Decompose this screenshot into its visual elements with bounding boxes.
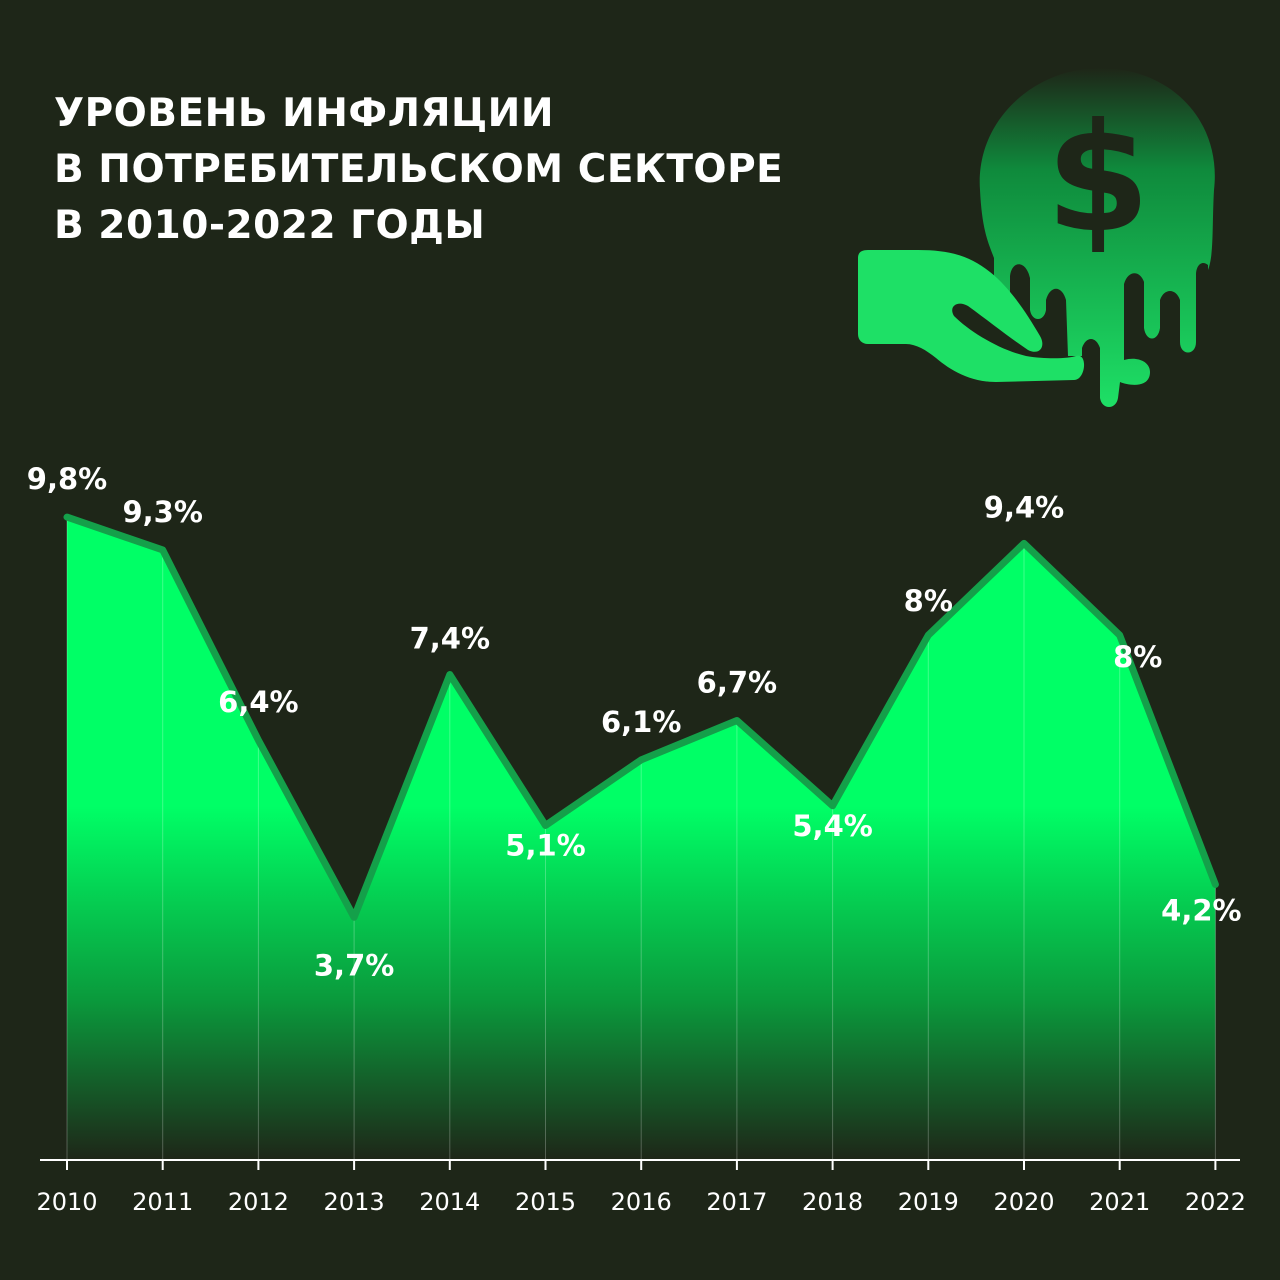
hand-with-melting-dollar-coin-icon: $	[858, 68, 1215, 407]
vertical-grid-overlay	[66, 517, 1216, 1160]
series-line	[63, 513, 1219, 921]
data-label-2016: 6,1%	[601, 705, 681, 739]
data-label-2013: 3,7%	[314, 948, 394, 982]
data-label-2022: 4,2%	[1161, 893, 1241, 927]
hand-shape	[858, 250, 1085, 382]
title-line-2: В ПОТРЕБИТЕЛЬСКОМ СЕКТОРЕ	[54, 147, 784, 192]
x-tick-label-2018: 2018	[802, 1188, 863, 1216]
x-axis-ticks: 2010 2011 2012 2013 2014 2015 2016 2017 2018 2019…	[36, 1160, 1246, 1216]
x-tick-label-2019: 2019	[898, 1188, 959, 1216]
data-label-2015: 5,1%	[505, 828, 585, 862]
data-label-2018: 5,4%	[792, 809, 872, 843]
title-line-1: УРОВЕНЬ ИНФЛЯЦИИ	[54, 91, 554, 136]
dollar-sign-icon: $	[1046, 92, 1150, 266]
area-fill	[67, 517, 1216, 1160]
melting-coin-shape	[979, 68, 1215, 407]
data-label-2014: 7,4%	[410, 622, 490, 656]
data-label-2017: 6,7%	[697, 665, 777, 699]
x-tick-label-2015: 2015	[515, 1188, 576, 1216]
chart-title: УРОВЕНЬ ИНФЛЯЦИИ В ПОТРЕБИТЕЛЬСКОМ СЕКТО…	[54, 86, 783, 254]
data-label-2012: 6,4%	[218, 685, 298, 719]
data-labels: 9,8% 9,3% 6,4% 3,7% 7,4% 5,1% 6,1% 6,7% 5,4% 8% 9,…	[27, 462, 1242, 982]
x-tick-label-2012: 2012	[228, 1188, 289, 1216]
data-label-2011: 9,3%	[122, 495, 202, 529]
x-tick-label-2017: 2017	[706, 1188, 767, 1216]
data-label-2010: 9,8%	[27, 462, 107, 496]
x-tick-label-2016: 2016	[611, 1188, 672, 1216]
x-tick-label-2013: 2013	[324, 1188, 385, 1216]
data-label-2021: 8%	[1113, 640, 1162, 674]
title-line-3: В 2010-2022 ГОДЫ	[54, 203, 486, 248]
x-tick-label-2022: 2022	[1185, 1188, 1246, 1216]
x-tick-label-2011: 2011	[132, 1188, 193, 1216]
x-tick-label-2014: 2014	[419, 1188, 480, 1216]
data-label-2019: 8%	[904, 584, 953, 618]
x-tick-label-2020: 2020	[993, 1188, 1054, 1216]
data-label-2020: 9,4%	[984, 490, 1064, 524]
x-tick-label-2021: 2021	[1089, 1188, 1150, 1216]
x-tick-label-2010: 2010	[36, 1188, 97, 1216]
